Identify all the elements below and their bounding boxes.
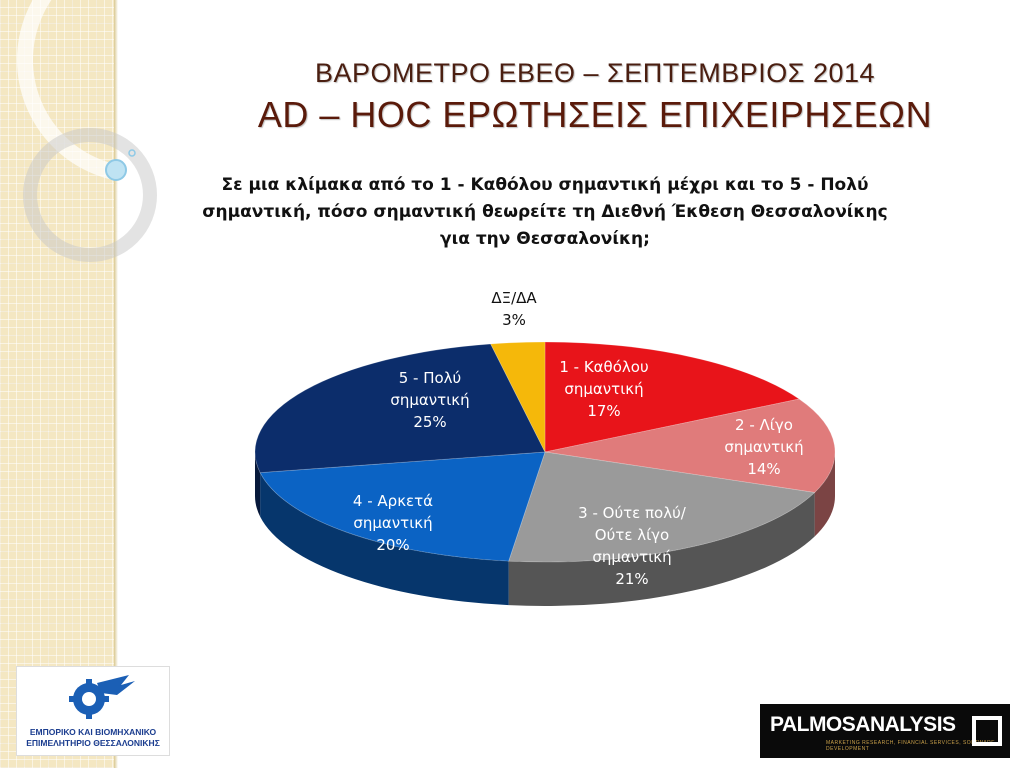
sidebar-edge: [114, 0, 118, 768]
pie-slice-6: [490, 341, 546, 453]
pie-slice-5: [254, 343, 546, 474]
pie-label-1: 1 - Καθόλου σημαντική 17%: [559, 358, 648, 420]
palmos-logo-part1: PALMOS: [770, 713, 856, 736]
pie-side-5: [255, 452, 261, 517]
slide-subtitle: AD – HOC ΕΡΩΤΗΣΕΙΣ ΕΠΙΧΕΙΡΗΣΕΩΝ: [257, 94, 933, 135]
palmos-square-icon: [972, 716, 1002, 746]
palmos-analysis-logo: PALMOSANALYSIS MARKETING RESEARCH, FINAN…: [760, 704, 1010, 758]
pie-label-4: 4 - Αρκετά σημαντική 20%: [353, 492, 433, 554]
pie-side-3: [508, 492, 815, 606]
survey-question: Σε μια κλίμακα από το 1 - Καθόλου σημαντ…: [202, 175, 888, 249]
palmos-logo-part2: ANALYSIS: [855, 713, 956, 736]
pie-slice-4: [259, 451, 546, 562]
pie-label-5: 5 - Πολύ σημαντική 25%: [390, 369, 469, 431]
pie-slice-3: [508, 451, 816, 563]
pie-side-4: [260, 472, 509, 606]
gear-wing-icon: [69, 675, 135, 719]
pie-label-3: 3 - Ούτε πολύ/Ούτε λίγο σημαντική 21%: [578, 504, 687, 588]
palmos-logo-tagline: MARKETING RESEARCH, FINANCIAL SERVICES, …: [826, 740, 996, 752]
ebeth-logo: ΕΜΠΟΡΙΚΟ ΚΑΙ ΒΙΟΜΗΧΑΝΙΚΟ ΕΠΙΜΕΛΗΤΗΡΙΟ ΘΕ…: [16, 666, 170, 756]
pie-slice-1: [544, 341, 801, 453]
ebeth-logo-line2: ΕΠΙΜΕΛΗΤΗΡΙΟ ΘΕΣΣΑΛΟΝΙΚΗΣ: [26, 738, 160, 748]
ebeth-logo-line1: ΕΜΠΟΡΙΚΟ ΚΑΙ ΒΙΟΜΗΧΑΝΙΚΟ: [29, 727, 157, 737]
pie-slice-2: [544, 398, 836, 493]
pie-side-2: [814, 452, 835, 537]
slide-title: ΒΑΡΟΜΕΤΡΟ ΕΒΕΘ – ΣΕΠΤΕΜΒΡΙΟΣ 2014: [314, 58, 876, 88]
pie-label-6: ΔΞ/ΔΑ 3%: [491, 289, 537, 329]
pie-label-2: 2 - Λίγο σημαντική 14%: [724, 416, 803, 478]
